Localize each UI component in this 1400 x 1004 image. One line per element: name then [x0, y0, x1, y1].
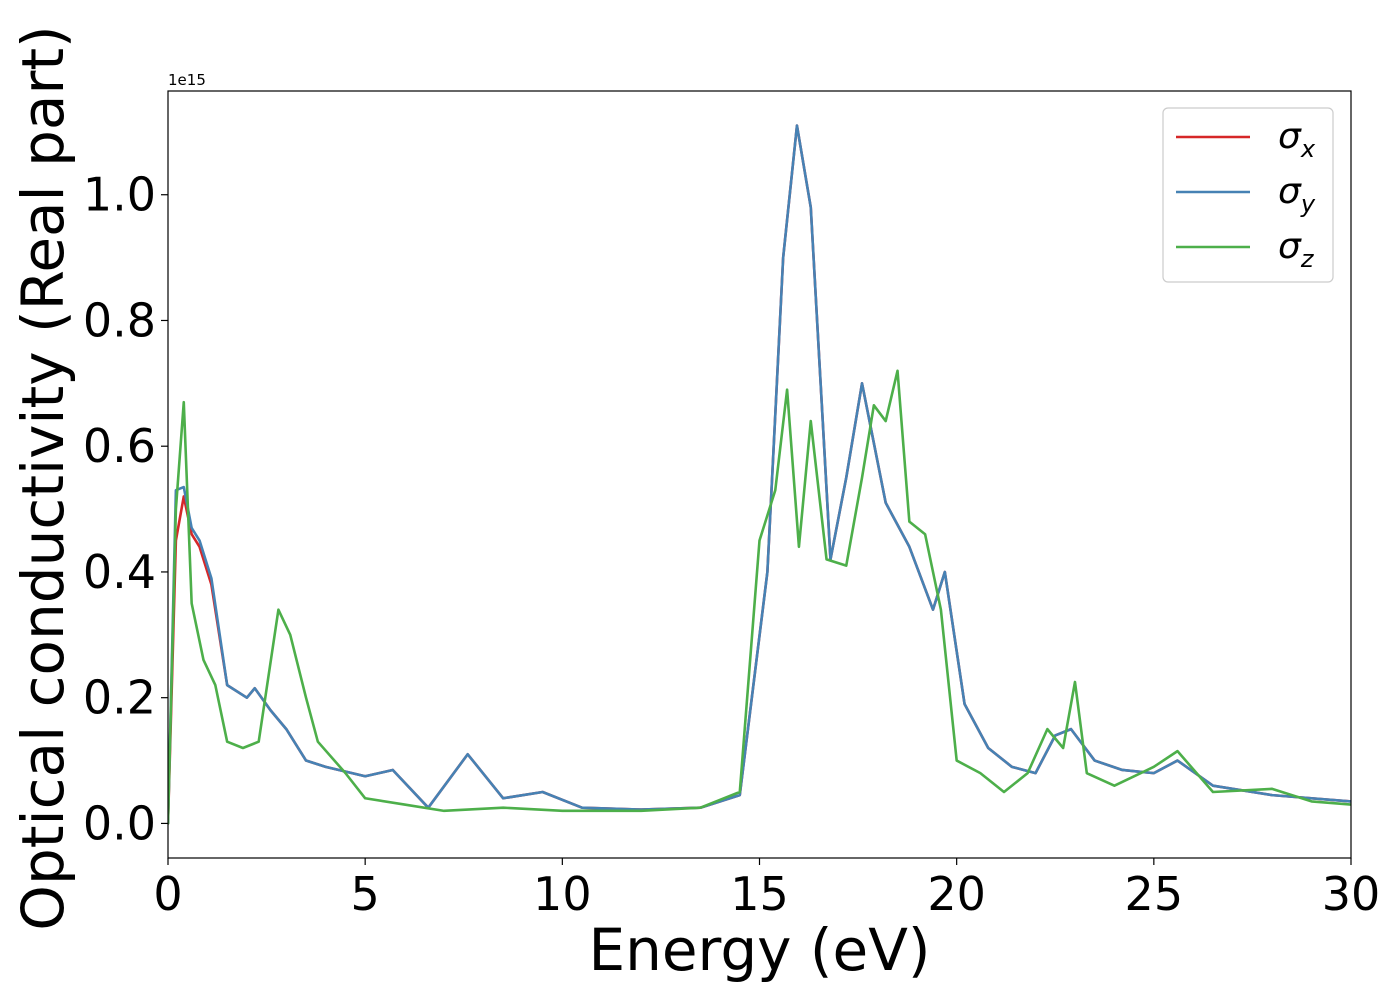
- y-tick-label: 0.8: [83, 293, 156, 347]
- y-tick-label: 0.2: [83, 671, 156, 725]
- series-line-sigma_y: [168, 124, 1351, 825]
- x-tick-label: 25: [1125, 867, 1184, 921]
- series-line-sigma_z: [168, 369, 1351, 825]
- series-layer: [168, 124, 1351, 825]
- y-tick-label: 0.4: [83, 545, 156, 599]
- x-tick-label: 15: [730, 867, 789, 921]
- x-tick-label: 30: [1322, 867, 1381, 921]
- x-tick-label: 10: [533, 867, 592, 921]
- y-tick-label: 1.0: [83, 168, 156, 222]
- x-axis: 0 5 10 15 20 25 30: [153, 858, 1380, 921]
- legend-frame: [1162, 107, 1334, 283]
- x-tick-label: 0: [153, 867, 182, 921]
- y-axis-label: Optical conductivity (Real part): [9, 25, 77, 930]
- x-tick-label: 5: [351, 867, 380, 921]
- y-axis: 0.0 0.2 0.4 0.6 0.8 1.0: [83, 168, 168, 850]
- x-tick-label: 20: [927, 867, 986, 921]
- x-axis-label: Energy (eV): [588, 916, 930, 984]
- y-tick-label: 0.6: [83, 419, 156, 473]
- y-offset-text: 1e15: [168, 71, 206, 89]
- y-tick-label: 0.0: [83, 796, 156, 850]
